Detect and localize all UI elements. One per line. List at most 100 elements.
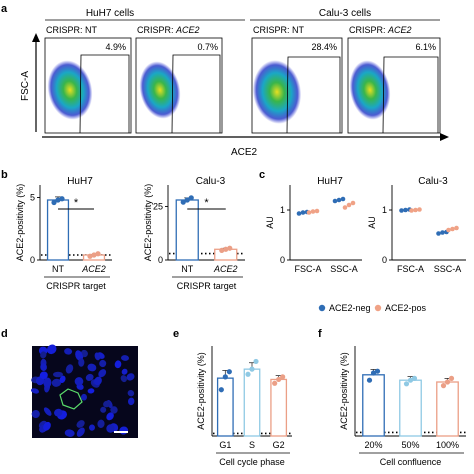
x-axis-label: CRISPR target — [46, 281, 106, 291]
y-axis-label: AU — [265, 216, 275, 229]
significance-star: * — [204, 197, 209, 209]
data-point — [306, 210, 312, 215]
group-label-calu3: Calu-3 cells — [319, 8, 371, 19]
data-point — [413, 207, 418, 213]
x-tick-label: G1 — [219, 440, 231, 450]
x-tick-label: 100% — [436, 440, 459, 450]
cell-nucleus — [121, 368, 128, 375]
ace2-arrowhead-icon — [440, 133, 449, 141]
cell-nucleus — [94, 376, 102, 386]
flow-density-blob — [349, 60, 391, 120]
flow-plot-huh7-ace2: CRISPR: ACE2 0.7% — [135, 25, 223, 134]
data-point — [219, 247, 225, 253]
cell-nucleus — [31, 409, 40, 419]
cell-nucleus — [64, 429, 75, 437]
cell-nucleus — [74, 377, 84, 386]
cell-nucleus — [40, 351, 47, 359]
cell-nucleus — [97, 419, 105, 428]
data-point — [336, 197, 342, 203]
data-point — [314, 208, 320, 214]
cell-nucleus — [75, 350, 83, 361]
data-point — [370, 370, 377, 376]
cell-nucleus — [43, 407, 52, 416]
chart-legend: ACE2-neg ACE2-pos — [318, 303, 427, 313]
cell-nucleus — [54, 408, 63, 417]
chart-huh7-ace2-positivity: 0 5 ACE2-positivity (%) HuH7 NT ACE2 * CRISPR t… — [15, 176, 112, 291]
data-point — [440, 383, 447, 389]
cell-nucleus — [43, 421, 51, 431]
cell-nucleus — [46, 344, 57, 355]
data-point — [300, 210, 306, 215]
x-tick-label: FSC-A — [397, 264, 424, 274]
legend-marker-ace2-neg — [318, 304, 326, 312]
x-tick-label: ACE2 — [81, 264, 106, 274]
cell-nucleus — [106, 424, 115, 433]
x-axis-label: CRISPR target — [177, 281, 237, 291]
panel-label-d: d — [1, 328, 8, 340]
data-point — [407, 377, 414, 383]
significance-star: * — [74, 197, 79, 209]
data-point — [223, 246, 229, 252]
data-point — [374, 368, 381, 374]
cell-nucleus — [80, 393, 88, 401]
cell-nucleus — [40, 363, 47, 371]
flow-gate — [286, 56, 341, 134]
flow-x-label: ACE2 — [231, 147, 258, 158]
data-point — [450, 226, 455, 232]
data-point — [276, 376, 282, 383]
cell-nucleus — [106, 412, 114, 421]
data-point — [444, 379, 451, 385]
cell-nucleus — [87, 363, 97, 372]
cell-nucleus — [64, 348, 73, 355]
chart-title: HuH7 — [317, 176, 343, 187]
cell-nucleus — [76, 420, 85, 428]
flow-plot-calu3-ace2: CRISPR: ACE2 6.1% — [347, 25, 441, 134]
bar — [362, 374, 385, 437]
data-point — [249, 366, 255, 372]
y-tick-label: 0 — [30, 255, 35, 265]
data-point — [253, 358, 259, 365]
ace2-positive-cell-outline — [59, 388, 83, 410]
x-tick-label: NT — [181, 264, 193, 274]
panel-label-a: a — [1, 3, 8, 15]
bar — [243, 368, 261, 437]
data-point — [436, 231, 441, 236]
x-tick-label: G2 — [273, 440, 285, 450]
y-tick-label: 0 — [158, 255, 163, 265]
data-point — [245, 371, 251, 377]
chart-title: Calu-3 — [418, 176, 448, 187]
flow-plot-huh7-nt: CRISPR: NT 4.9% — [44, 25, 132, 134]
legend-label-ace2-pos: ACE2-pos — [385, 303, 427, 313]
x-axis-label: Cell cycle phase — [219, 457, 285, 467]
chart-title: Calu-3 — [196, 176, 226, 187]
bar — [270, 378, 288, 437]
cell-nucleus — [127, 390, 135, 397]
flow-gate — [382, 56, 439, 134]
cell-nucleus — [78, 358, 85, 367]
data-point — [59, 196, 65, 202]
data-point — [280, 374, 286, 380]
flow-plot-title: CRISPR: ACE2 — [137, 25, 200, 35]
y-axis-label: ACE2-positivity (%) — [15, 184, 25, 262]
data-point — [55, 197, 61, 203]
cell-nucleus — [65, 364, 74, 374]
data-point — [417, 207, 422, 212]
flow-gate-percent: 4.9% — [105, 42, 126, 52]
flow-y-label: FSC-A — [20, 71, 31, 101]
flow-plot-title: CRISPR: NT — [253, 25, 305, 35]
data-point — [218, 387, 224, 393]
y-axis-label: ACE2-positivity (%) — [196, 352, 206, 430]
nuclei-group — [31, 344, 135, 437]
data-point — [409, 208, 414, 213]
cell-nucleus — [39, 371, 48, 380]
fsc-arrowhead-icon — [32, 33, 40, 42]
data-point — [411, 375, 418, 381]
data-point — [454, 225, 459, 231]
panel-label-c: c — [259, 169, 265, 181]
x-tick-label: 20% — [364, 440, 382, 450]
cell-nucleus — [99, 359, 107, 368]
flow-gate — [171, 54, 221, 134]
x-tick-label: FSC-A — [295, 264, 322, 274]
data-point — [332, 198, 338, 204]
cell-nucleus — [87, 388, 95, 394]
